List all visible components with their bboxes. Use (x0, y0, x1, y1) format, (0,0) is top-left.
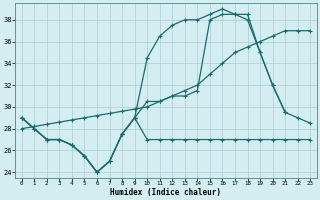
X-axis label: Humidex (Indice chaleur): Humidex (Indice chaleur) (110, 188, 221, 197)
